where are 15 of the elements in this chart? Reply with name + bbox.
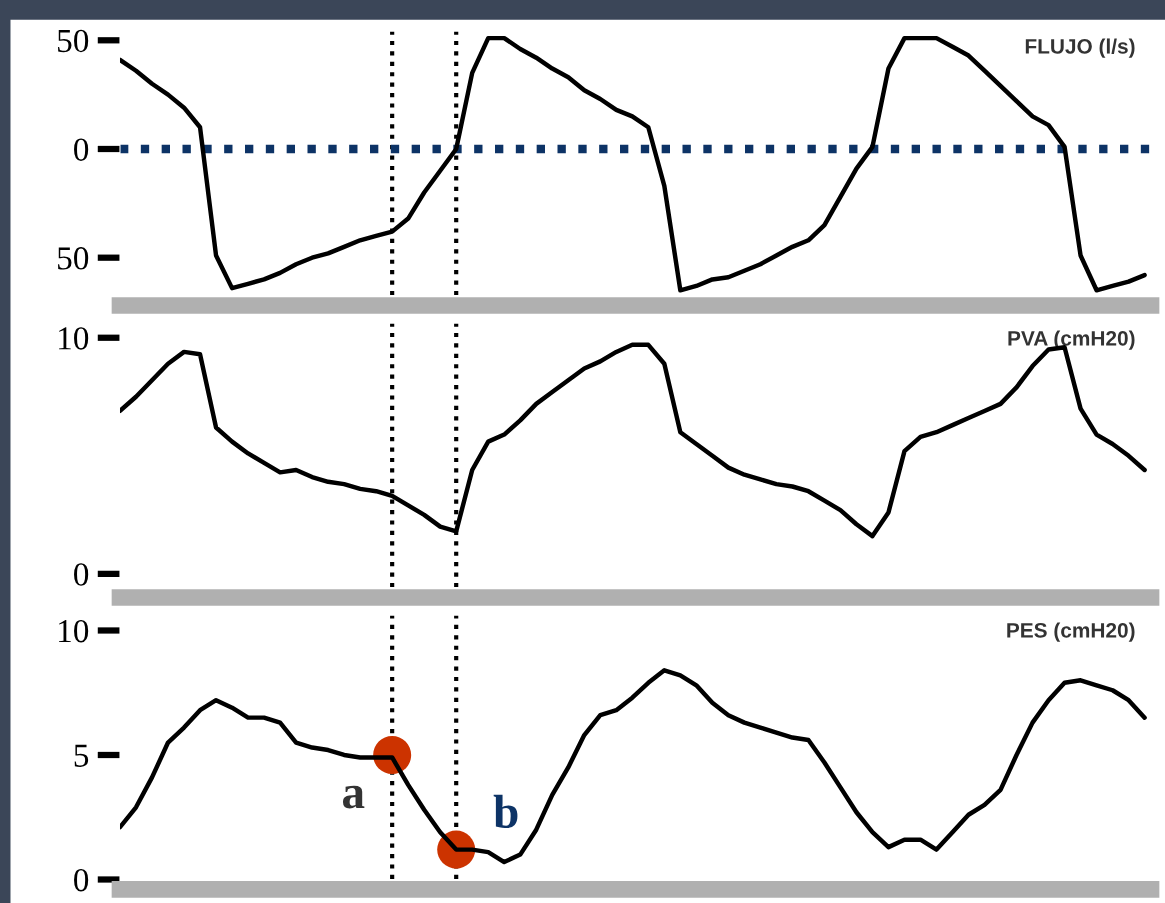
y-tick-label: 0 — [74, 138, 89, 161]
chart-title: FLUJO (l/s) — [1025, 38, 1135, 58]
line-series — [120, 668, 1147, 865]
y-tick-label: 0 — [74, 563, 89, 586]
chart-title: PES (cmH20) — [1007, 622, 1135, 642]
annotation: b — [493, 794, 518, 829]
chart-title: PVA (cmH20) — [1008, 330, 1135, 350]
y-tick-label: 10 — [59, 619, 89, 643]
y-tick-label: 10 — [59, 327, 89, 350]
line-series — [120, 35, 1147, 293]
y-tick-label: 50 — [58, 29, 89, 53]
y-tick-label: 5 — [74, 744, 89, 767]
y-tick-label: 50 — [58, 247, 89, 270]
annotation: a — [342, 785, 365, 809]
y-tick-label: 0 — [74, 868, 89, 892]
